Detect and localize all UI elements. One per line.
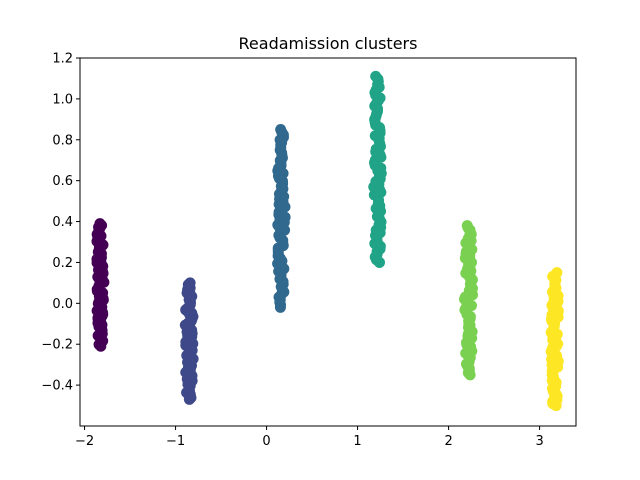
x-tick-label: 0 xyxy=(262,434,270,449)
cluster-3 xyxy=(272,124,291,313)
x-tick-label: −2 xyxy=(75,434,94,449)
cluster-6 xyxy=(545,267,564,412)
y-tick-label: 0.4 xyxy=(52,215,73,230)
cluster-1 xyxy=(91,218,110,352)
y-tick-label: −0.4 xyxy=(41,379,73,394)
y-tick-label: 1.2 xyxy=(52,52,73,67)
y-tick-label: 0.8 xyxy=(52,133,73,148)
data-point xyxy=(461,220,473,232)
y-tick-label: −0.2 xyxy=(41,338,73,353)
data-point xyxy=(551,267,563,279)
cluster-5 xyxy=(459,220,479,381)
y-tick-label: 0.0 xyxy=(52,297,73,312)
points-layer xyxy=(91,70,564,412)
cluster-4 xyxy=(368,70,387,268)
cluster-2 xyxy=(179,277,199,405)
y-tick-label: 0.2 xyxy=(52,256,73,271)
x-tick-label: 2 xyxy=(444,434,452,449)
x-tick-label: 1 xyxy=(353,434,361,449)
plot-frame xyxy=(79,57,577,427)
data-point xyxy=(275,124,287,136)
axes: −2 −1 0 1 2 3 −0.4 −0.2 0.0 0.2 0.4 0.6 0.8 1.0 1.2 xyxy=(41,52,577,449)
y-tick-label: 0.6 xyxy=(52,174,73,189)
data-point xyxy=(94,218,106,230)
y-tick-label: 1.0 xyxy=(52,92,73,107)
data-point xyxy=(184,277,196,289)
x-tick-label: −1 xyxy=(166,434,185,449)
data-point xyxy=(370,70,382,82)
chart-title: Readamission clusters xyxy=(239,34,418,53)
x-tick-label: 3 xyxy=(535,434,543,449)
